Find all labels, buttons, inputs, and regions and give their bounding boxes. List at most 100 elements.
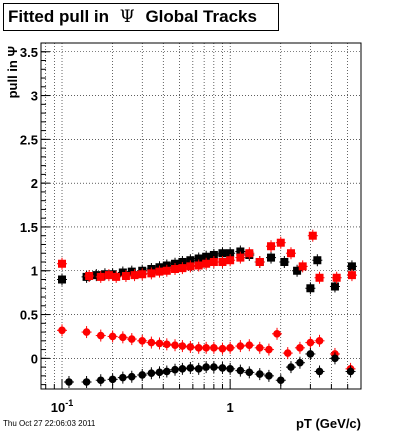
data-point <box>58 326 66 335</box>
y-tick-label: 2.5 <box>20 132 38 147</box>
data-point <box>267 253 276 262</box>
data-point <box>104 271 113 280</box>
y-tick-label: 0 <box>31 351 38 366</box>
x-tick-exponent: -1 <box>65 398 73 408</box>
data-point <box>209 250 218 259</box>
plot-frame <box>40 42 362 390</box>
data-point <box>267 242 276 251</box>
data-point <box>155 368 164 377</box>
data-point <box>296 344 304 352</box>
data-point <box>186 364 195 372</box>
data-point <box>313 256 322 265</box>
data-point <box>276 376 285 385</box>
data-point <box>276 238 285 247</box>
title-psi-symbol: Ψ <box>119 7 135 27</box>
series-4 <box>63 347 356 388</box>
x-axis-label: pT (GeV/c) <box>296 416 361 431</box>
data-point <box>112 272 121 281</box>
data-point <box>347 262 356 271</box>
data-point <box>194 344 203 352</box>
data-point <box>194 254 203 263</box>
data-point <box>163 340 171 349</box>
series-1 <box>57 245 357 295</box>
data-point <box>283 349 292 357</box>
series-2 <box>57 229 357 284</box>
data-point <box>287 363 295 371</box>
data-point <box>209 257 218 266</box>
y-tick-label: 3 <box>31 89 38 104</box>
data-point <box>171 264 180 273</box>
data-point <box>226 256 235 265</box>
data-point <box>245 368 254 377</box>
data-point <box>108 332 117 341</box>
data-point <box>218 364 227 372</box>
chart-title: Fitted pull in Ψ Global Tracks <box>3 3 279 31</box>
data-point <box>138 371 147 379</box>
data-point <box>178 342 187 350</box>
data-point <box>92 271 101 280</box>
data-point <box>298 262 307 271</box>
data-point <box>265 345 273 354</box>
data-point <box>96 376 105 385</box>
data-point <box>82 328 91 336</box>
data-point <box>331 354 339 363</box>
data-point <box>273 330 281 338</box>
data-point <box>210 344 218 352</box>
data-point <box>186 262 195 271</box>
axis-ticks <box>41 42 362 389</box>
data-point <box>96 272 105 281</box>
data-point <box>226 365 234 373</box>
data-point <box>347 271 356 280</box>
data-point <box>255 257 264 266</box>
data-point <box>147 269 156 278</box>
data-point <box>306 350 315 358</box>
data-point <box>236 247 245 256</box>
data-point <box>280 257 289 266</box>
data-point <box>108 375 117 384</box>
data-point <box>186 343 195 351</box>
data-point <box>245 249 254 258</box>
y-tick-label: 3.5 <box>20 45 38 60</box>
data-point <box>346 367 355 376</box>
data-point <box>202 252 211 261</box>
data-point <box>85 272 94 281</box>
data-point <box>138 337 147 345</box>
data-point <box>293 266 302 275</box>
data-point <box>155 339 164 348</box>
data-point <box>194 261 203 270</box>
data-point <box>315 273 324 282</box>
data-point <box>202 344 210 352</box>
data-point <box>119 373 127 382</box>
data-point <box>138 270 147 279</box>
data-point <box>236 253 245 262</box>
data-point <box>226 344 234 352</box>
data-point <box>202 259 211 268</box>
data-point <box>265 372 273 380</box>
data-point <box>121 272 130 281</box>
data-point <box>218 344 227 353</box>
data-point <box>315 367 324 376</box>
data-point <box>286 249 295 258</box>
data-point <box>186 256 195 265</box>
y-tick-label: 2 <box>31 176 38 191</box>
data-point <box>171 341 179 350</box>
y-tick-label: 1.5 <box>20 220 38 235</box>
data-point <box>210 363 218 371</box>
data-point <box>330 282 339 291</box>
title-text-suffix: Global Tracks <box>145 7 257 26</box>
data-point <box>315 337 324 345</box>
timestamp: Thu Oct 27 22:06:03 2011 <box>3 419 96 428</box>
data-point <box>147 338 156 347</box>
data-point <box>202 363 210 371</box>
data-point <box>163 367 171 376</box>
data-point <box>127 372 136 381</box>
data-point <box>178 365 187 373</box>
y-axis-label: pull in Ψ <box>5 46 20 98</box>
data-point <box>226 249 235 258</box>
series-3 <box>57 324 356 375</box>
data-point <box>218 249 227 258</box>
data-point <box>58 259 67 268</box>
data-point <box>308 231 317 240</box>
data-point <box>236 342 245 350</box>
